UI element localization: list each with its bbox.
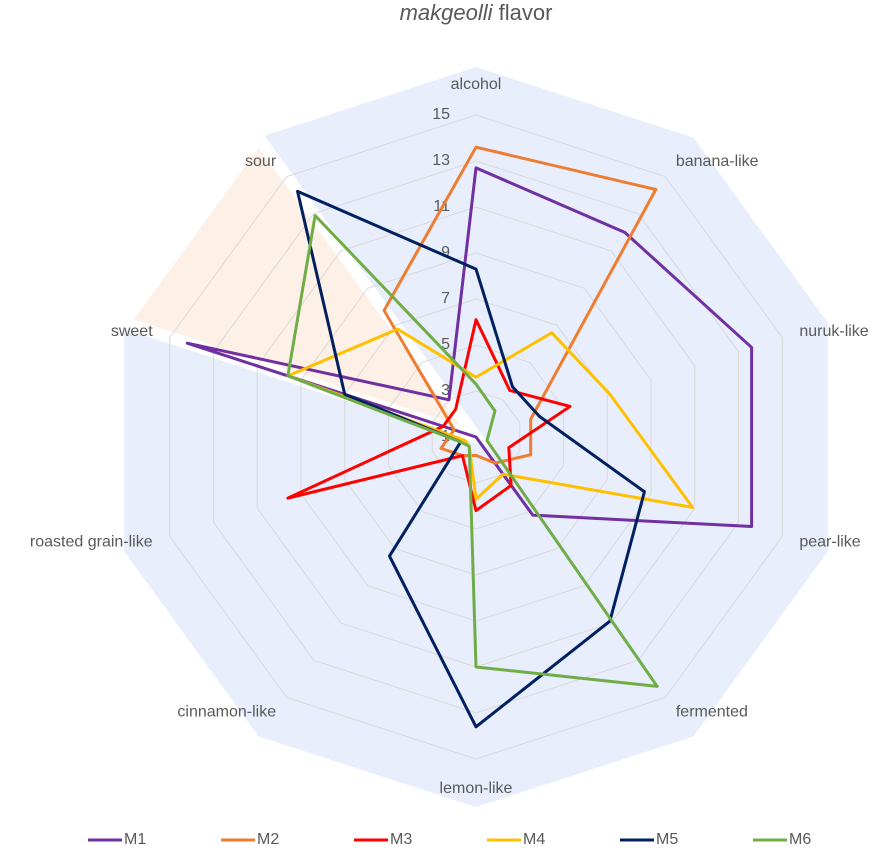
legend-label: M5	[656, 831, 678, 848]
legend-label: M2	[257, 831, 279, 848]
axis-label: lemon-like	[440, 780, 513, 797]
legend-label: M3	[390, 831, 412, 848]
grid-ring	[388, 344, 564, 530]
r-tick-label: 9	[441, 244, 450, 261]
chart-title: makgeolli flavor	[400, 0, 553, 25]
axis-label: sour	[245, 153, 277, 170]
axis-label: nuruk-like	[799, 323, 868, 340]
axis-label: banana-like	[676, 153, 759, 170]
title-rest: flavor	[499, 0, 553, 25]
legend-label: M1	[124, 831, 146, 848]
axis-label: pear-like	[799, 533, 860, 550]
axis-label: sweet	[111, 323, 153, 340]
r-tick-label: 3	[441, 382, 450, 399]
r-tick-label: 13	[432, 152, 450, 169]
r-tick-label: 7	[441, 290, 450, 307]
series-line	[286, 318, 572, 513]
title-italic: makgeolli	[400, 0, 494, 25]
grid-ring	[169, 114, 783, 760]
series-line	[382, 145, 658, 465]
series-line	[185, 166, 754, 529]
grid-ring	[431, 390, 521, 484]
axis-label: cinnamon-like	[177, 703, 276, 720]
series-line	[296, 189, 646, 729]
r-tick-label: 5	[441, 336, 450, 353]
axis-label: alcohol	[451, 76, 502, 93]
axis-label: roasted grain-like	[30, 533, 153, 550]
legend-label: M4	[523, 831, 545, 848]
grid-ring	[344, 298, 608, 576]
axis-label: fermented	[676, 703, 748, 720]
legend-label: M6	[789, 831, 811, 848]
r-tick-label: 15	[432, 106, 450, 123]
series-line	[286, 327, 695, 509]
series-line	[286, 214, 659, 688]
